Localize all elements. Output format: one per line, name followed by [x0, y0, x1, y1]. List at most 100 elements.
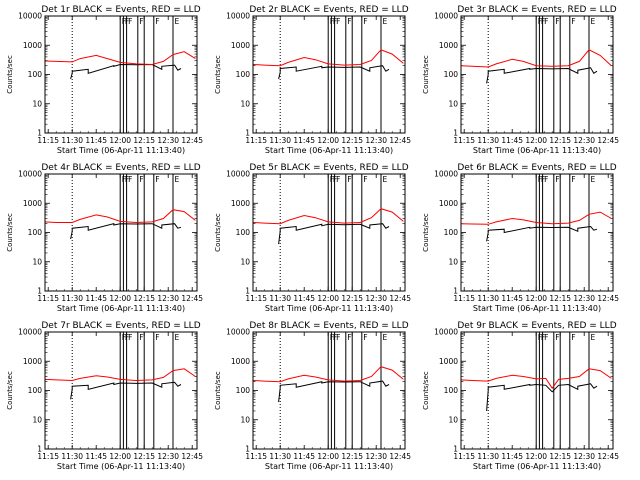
y-tick-label: 1: [37, 445, 42, 454]
x-tick-label: 12:15: [133, 136, 155, 145]
panel-title: Det 4r BLACK = Events, RED = LLD: [41, 163, 200, 173]
x-tick-label: 12:30: [365, 452, 387, 461]
x-tick-label: 12:30: [157, 294, 179, 303]
plot-frame: [44, 331, 198, 450]
x-tick-label: 12:15: [133, 452, 155, 461]
x-tick-label: 12:00: [317, 452, 339, 461]
x-tick-label: 12:45: [389, 294, 411, 303]
x-axis-label: Start Time (06-Apr-11 11:13:40): [265, 462, 393, 471]
events-series-line: [278, 223, 390, 245]
lld-series-line: [44, 209, 196, 224]
event-marker-label: F: [363, 175, 367, 184]
x-axis-label: Start Time (06-Apr-11 11:13:40): [473, 462, 601, 471]
y-tick-label: 10000: [18, 328, 42, 337]
y-axis-label: Counts/sec: [6, 371, 14, 410]
event-marker-label: F: [128, 17, 132, 26]
x-tick-label: 11:30: [61, 294, 83, 303]
x-tick-label: 11:15: [245, 136, 267, 145]
event-marker-label: F: [347, 333, 351, 342]
x-tick-label: 12:00: [109, 452, 131, 461]
event-marker-label: E: [591, 175, 596, 184]
x-tick-label: 11:30: [477, 452, 499, 461]
x-axis-label: Start Time (06-Apr-11 11:13:40): [265, 146, 393, 155]
y-tick-label: 10: [32, 99, 42, 108]
panel-title: Det 3r BLACK = Events, RED = LLD: [457, 5, 616, 15]
x-axis-label: Start Time (06-Apr-11 11:13:40): [57, 462, 185, 471]
x-axis-label: Start Time (06-Apr-11 11:13:40): [473, 304, 601, 313]
detector-panel-3: Det 3r BLACK = Events, RED = LLD Counts/s…: [422, 5, 619, 155]
event-marker-label: E: [175, 175, 180, 184]
events-series-line: [486, 383, 598, 411]
x-tick-label: 11:15: [37, 294, 59, 303]
y-tick-label: 10000: [434, 12, 458, 21]
plot-frame: [252, 15, 406, 134]
y-tick-label: 1: [37, 129, 42, 138]
x-tick-label: 12:45: [389, 452, 411, 461]
y-tick-label: 10000: [226, 170, 250, 179]
plot-frame: [44, 173, 198, 292]
y-tick-label: 10: [240, 257, 250, 266]
y-tick-label: 10000: [434, 170, 458, 179]
plot-frame: [44, 15, 198, 134]
x-tick-label: 11:30: [477, 294, 499, 303]
y-tick-label: 100: [236, 386, 251, 395]
y-tick-label: 10: [32, 415, 42, 424]
x-tick-label: 12:15: [133, 294, 155, 303]
event-marker-label: F: [155, 17, 159, 26]
event-marker-label: F: [555, 17, 559, 26]
event-marker-label: F: [139, 175, 143, 184]
x-axis-label: Start Time (06-Apr-11 11:13:40): [265, 304, 393, 313]
y-tick-label: 10000: [18, 12, 42, 21]
x-tick-label: 12:30: [365, 294, 387, 303]
y-tick-label: 10: [32, 257, 42, 266]
y-tick-label: 1000: [23, 199, 42, 208]
x-tick-label: 12:15: [341, 294, 363, 303]
x-tick-label: 11:15: [37, 452, 59, 461]
event-marker-label: F: [544, 175, 548, 184]
event-marker-label: E: [175, 333, 180, 342]
x-tick-label: 11:45: [85, 294, 107, 303]
panel-title: Det 2r BLACK = Events, RED = LLD: [249, 5, 408, 15]
y-axis-label: Counts/sec: [422, 213, 430, 252]
panel-title: Det 5r BLACK = Events, RED = LLD: [249, 163, 408, 173]
lld-series-line: [460, 368, 612, 390]
panel-title: Det 8r BLACK = Events, RED = LLD: [249, 321, 408, 331]
x-tick-label: 11:30: [269, 294, 291, 303]
event-marker-label: E: [175, 17, 180, 26]
events-series-line: [486, 67, 598, 84]
event-marker-label: F: [347, 175, 351, 184]
x-tick-label: 12:00: [525, 294, 547, 303]
event-marker-label: F: [555, 333, 559, 342]
event-marker-label: E: [383, 333, 388, 342]
event-marker-label: F: [363, 333, 367, 342]
x-tick-label: 11:15: [245, 452, 267, 461]
x-tick-label: 11:30: [61, 452, 83, 461]
x-tick-label: 12:00: [525, 136, 547, 145]
x-tick-label: 11:15: [245, 294, 267, 303]
y-tick-label: 100: [28, 386, 43, 395]
detector-panel-2: Det 2r BLACK = Events, RED = LLD Counts/s…: [214, 5, 411, 155]
detector-panel-9: Det 9r BLACK = Events, RED = LLD Counts/s…: [422, 321, 619, 471]
y-tick-label: 1000: [231, 357, 250, 366]
x-tick-label: 12:45: [597, 294, 619, 303]
y-tick-label: 1000: [231, 199, 250, 208]
plot-frame: [252, 173, 406, 292]
x-tick-label: 12:00: [109, 136, 131, 145]
y-tick-label: 100: [444, 228, 459, 237]
event-marker-label: F: [544, 17, 548, 26]
event-marker-label: F: [544, 333, 548, 342]
detector-panel-4: Det 4r BLACK = Events, RED = LLD Counts/s…: [6, 163, 203, 313]
lld-series-line: [252, 49, 404, 67]
x-tick-label: 12:15: [549, 136, 571, 145]
x-tick-label: 11:15: [453, 136, 475, 145]
y-tick-label: 100: [236, 228, 251, 237]
x-tick-label: 12:45: [181, 452, 203, 461]
event-marker-label: E: [383, 17, 388, 26]
x-tick-label: 11:30: [269, 452, 291, 461]
x-tick-label: 12:15: [549, 452, 571, 461]
x-tick-label: 12:30: [157, 136, 179, 145]
x-tick-label: 12:00: [317, 294, 339, 303]
events-series-line: [278, 65, 390, 80]
lld-series-line: [460, 211, 612, 225]
